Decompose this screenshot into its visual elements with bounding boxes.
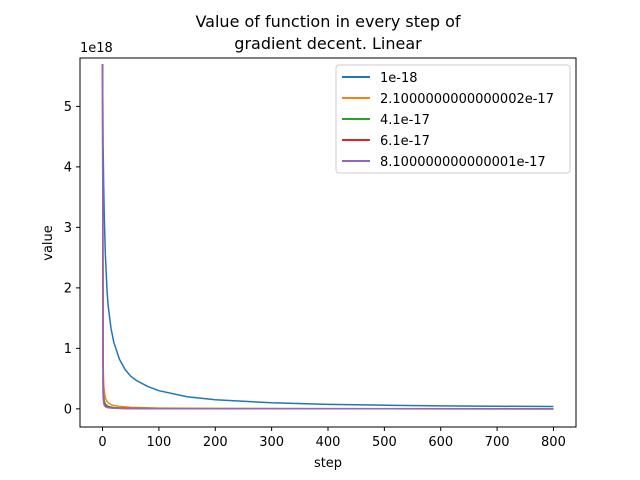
y-tick-label: 2 [64,281,72,296]
y-tick-label: 3 [64,221,72,236]
x-tick-label: 800 [541,435,566,450]
x-axis-label: step [314,456,342,471]
legend: 1e-18 2.1000000000000002e-17 4.1e-17 6.1e-1… [335,64,571,174]
series-line-1 [101,64,554,408]
legend-box [335,64,571,174]
y-tick-label: 4 [64,160,72,175]
chart-title-line-2: gradient decent. Linear [234,34,422,53]
x-axis-ticks: 0 100 200 300 400 500 600 700 800 [98,427,566,450]
plot-area [101,64,554,410]
legend-label: 2.1000000000000002e-17 [380,92,554,107]
y-tick-label: 1 [64,342,72,357]
x-tick-label: 600 [428,435,453,450]
chart-title-line-1: Value of function in every step of [195,12,460,31]
y-tick-label: 0 [64,402,72,417]
y-tick-label: 5 [64,100,72,115]
legend-label: 1e-18 [380,71,418,86]
x-tick-label: 0 [98,435,106,450]
y-offset-label: 1e18 [80,41,113,56]
series-line-5 [101,64,554,410]
x-tick-label: 700 [485,435,510,450]
y-axis-label: value [41,225,56,261]
x-tick-label: 300 [259,435,284,450]
x-tick-label: 500 [372,435,397,450]
legend-label: 4.1e-17 [380,113,430,128]
x-tick-label: 200 [203,435,228,450]
y-axis-ticks: 0 1 2 3 4 5 [64,100,80,417]
x-tick-label: 400 [316,435,341,450]
legend-label: 8.100000000000001e-17 [380,155,546,170]
legend-label: 6.1e-17 [380,134,430,149]
x-tick-label: 100 [146,435,171,450]
